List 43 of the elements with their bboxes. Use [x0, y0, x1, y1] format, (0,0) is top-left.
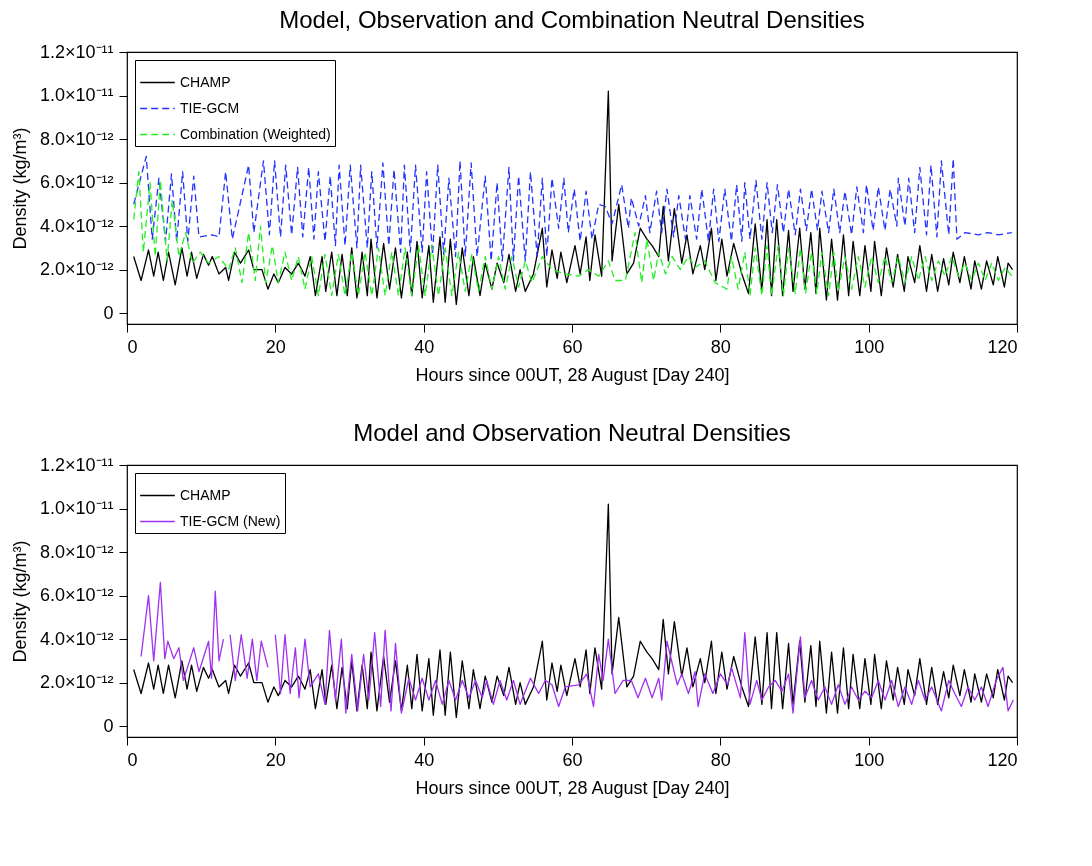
x-tick-label: 120	[987, 749, 1018, 770]
y-tick-label: 8.0×10⁻¹²	[39, 541, 114, 562]
x-tick-label: 40	[414, 336, 435, 357]
legend-label: CHAMP	[180, 486, 231, 503]
chart-title: Model and Observation Neutral Densities	[353, 419, 791, 446]
x-tick-label: 20	[265, 336, 286, 357]
y-tick-label: 8.0×10⁻¹²	[39, 128, 114, 149]
y-tick-label: 6.0×10⁻¹²	[39, 172, 114, 193]
y-tick-label: 0	[103, 715, 114, 736]
line-series	[133, 90, 1014, 306]
x-tick-label: 20	[265, 749, 286, 770]
y-tick-label: 2.0×10⁻¹²	[39, 259, 114, 280]
x-tick-label: 60	[562, 749, 583, 770]
y-tick-label: 2.0×10⁻¹²	[39, 672, 114, 693]
legend-label: TIE-GCM	[180, 99, 240, 116]
legend-label: TIE-GCM (New)	[180, 512, 281, 529]
line-series	[133, 503, 1014, 719]
y-axis-title: Density (kg/m³)	[9, 127, 30, 250]
line-series	[133, 171, 1013, 297]
y-tick-label: 4.0×10⁻¹²	[39, 628, 114, 649]
x-axis-title: Hours since 00UT, 28 August [Day 240]	[415, 777, 730, 798]
x-tick-label: 100	[854, 336, 885, 357]
x-tick-label: 0	[127, 336, 138, 357]
y-tick-label: 1.0×10⁻¹¹	[39, 498, 114, 519]
chart-title: Model, Observation and Combination Neutral Densities	[279, 6, 865, 33]
y-axis-title: Density (kg/m³)	[9, 540, 30, 663]
y-tick-label: 4.0×10⁻¹²	[39, 215, 114, 236]
line-series	[133, 155, 1013, 262]
x-tick-label: 80	[710, 336, 731, 357]
x-tick-label: 80	[710, 749, 731, 770]
x-axis-title: Hours since 00UT, 28 August [Day 240]	[415, 364, 730, 385]
x-tick-label: 120	[987, 336, 1018, 357]
y-tick-label: 1.2×10⁻¹¹	[39, 41, 114, 62]
y-tick-label: 1.0×10⁻¹¹	[39, 85, 114, 106]
y-tick-label: 0	[103, 302, 114, 323]
legend-label: CHAMP	[180, 73, 231, 90]
y-tick-label: 6.0×10⁻¹²	[39, 585, 114, 606]
y-tick-label: 1.2×10⁻¹¹	[39, 454, 114, 475]
x-tick-label: 100	[854, 749, 885, 770]
legend-label: Combination (Weighted)	[180, 125, 331, 142]
x-tick-label: 40	[414, 749, 435, 770]
x-tick-label: 60	[562, 336, 583, 357]
x-tick-label: 0	[127, 749, 138, 770]
